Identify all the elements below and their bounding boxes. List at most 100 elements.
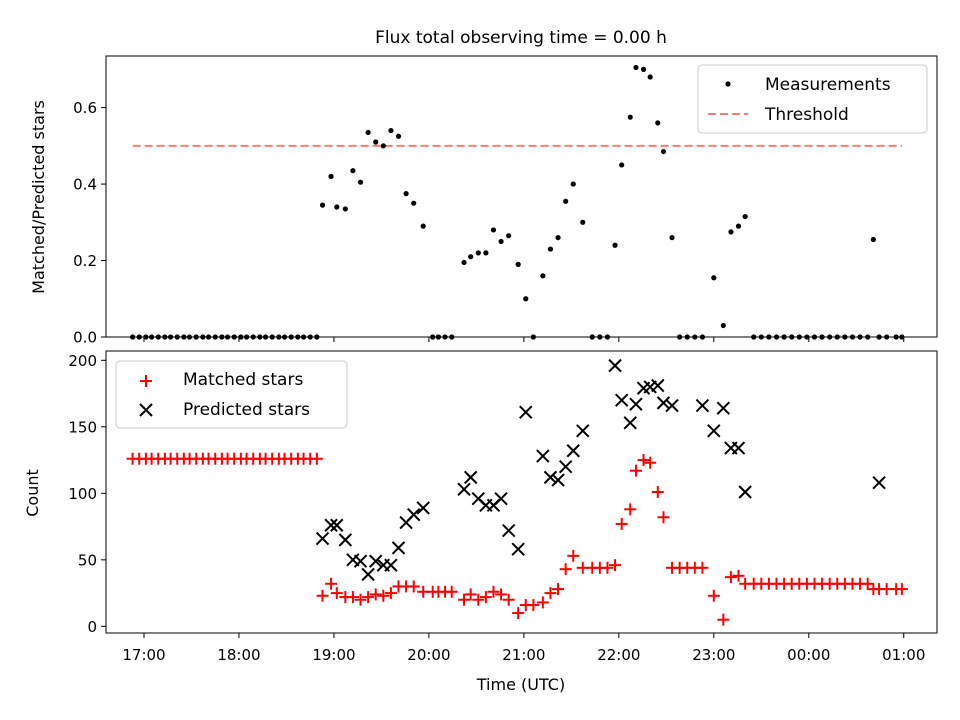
measurement-point — [655, 120, 661, 126]
predicted-star-point — [551, 473, 565, 487]
matched-star-point — [696, 561, 709, 574]
matched-star-point — [861, 577, 874, 590]
matched-star-point — [637, 454, 650, 467]
predicted-star-point — [665, 398, 679, 413]
matched-star-point — [310, 452, 323, 465]
predicted-star-point — [511, 542, 525, 556]
measurement-point — [728, 229, 734, 235]
top-y-tick-label: 0.0 — [73, 329, 97, 347]
top-y-tick-label: 0.6 — [73, 99, 97, 117]
matched-star-point — [657, 511, 670, 524]
measurement-point — [547, 246, 554, 252]
legend-measurements-marker — [725, 81, 731, 87]
matched-star-point — [354, 593, 367, 606]
legend-matched-label: Matched stars — [183, 370, 303, 390]
measurement-point — [461, 259, 467, 266]
matched-star-point — [536, 596, 549, 609]
matched-star-point — [330, 587, 343, 600]
matched-star-point — [464, 588, 477, 601]
measurement-point — [633, 64, 639, 71]
matched-star-point — [512, 607, 525, 620]
top-y-tick-label: 0.4 — [73, 176, 97, 194]
bottom-y-tick-label: 150 — [68, 418, 97, 436]
measurement-point — [523, 296, 529, 302]
measurement-point — [515, 261, 521, 267]
measurement-point — [735, 223, 742, 229]
top-series-layer — [129, 64, 905, 340]
predicted-star-point — [407, 507, 421, 522]
x-tick-label: 20:00 — [407, 646, 450, 664]
measurement-point — [506, 233, 512, 239]
predicted-star-point — [353, 554, 368, 568]
predicted-star-point — [608, 358, 622, 373]
predicted-star-point — [519, 405, 533, 419]
measurement-point — [619, 162, 625, 168]
measurement-point — [411, 200, 417, 206]
predicted-star-point — [391, 541, 406, 555]
predicted-star-point — [651, 378, 665, 393]
matched-star-point — [384, 587, 397, 600]
measurement-point — [388, 127, 394, 134]
measurement-point — [647, 74, 653, 80]
matched-star-point — [567, 549, 580, 562]
predicted-star-point — [494, 491, 508, 506]
predicted-star-point — [629, 397, 643, 411]
legend-predicted-label: Predicted stars — [183, 400, 310, 420]
top-y-axis-label: Matched/Predicted stars — [29, 100, 48, 294]
measurement-point — [334, 204, 340, 210]
predicted-star-point — [369, 554, 383, 568]
predicted-star-point — [576, 424, 590, 438]
predicted-star-point — [501, 523, 516, 538]
matched-star-point — [362, 591, 375, 604]
top-plot-frame — [105, 55, 938, 338]
bottom-panel: 0 50 100 150 200 17:00 18:00 19:00 20:00 21:00 22… — [23, 350, 938, 694]
measurement-point — [342, 206, 348, 212]
matched-star-point — [615, 517, 628, 530]
bottom-legend: Matched stars Predicted stars — [115, 360, 348, 429]
predicted-star-point — [558, 460, 573, 474]
matched-star-point — [544, 587, 557, 600]
matched-star-point — [651, 486, 664, 498]
matched-star-point — [325, 577, 338, 590]
bottom-series-layer — [126, 358, 908, 626]
predicted-star-point — [416, 501, 430, 515]
predicted-star-point — [623, 416, 637, 430]
x-tick-label: 17:00 — [122, 646, 165, 664]
bottom-y-tick-label: 100 — [68, 485, 97, 503]
top-legend: Measurements Threshold — [697, 64, 928, 134]
top-y-ticks: 0.0 0.2 0.4 0.6 — [73, 99, 106, 347]
x-tick-label: 18:00 — [217, 646, 260, 664]
matched-star-point — [407, 580, 420, 593]
bottom-y-axis-label: Count — [23, 469, 42, 517]
matched-star-point — [707, 589, 720, 602]
matched-star-point — [377, 589, 390, 602]
bottom-legend-frame — [115, 360, 348, 429]
measurement-point — [350, 168, 356, 174]
measurement-point — [627, 114, 633, 120]
measurement-point — [483, 250, 489, 256]
measurement-point — [711, 275, 717, 281]
matched-star-point — [495, 588, 508, 601]
measurement-point — [380, 143, 386, 149]
matched-star-point — [346, 591, 359, 604]
measurement-point — [365, 129, 371, 136]
measurement-point — [373, 139, 379, 145]
matched-star-point — [479, 591, 492, 604]
matched-star-point — [552, 583, 565, 596]
measurement-point — [468, 254, 474, 260]
top-legend-frame — [697, 64, 928, 134]
measurement-point — [555, 234, 561, 241]
measurement-point — [498, 238, 504, 245]
x-axis-label: Time (UTC) — [476, 675, 565, 694]
predicted-star-point — [315, 531, 330, 546]
chart-title: Flux total observing time = 0.00 h — [375, 28, 667, 48]
matched-star-point — [502, 593, 515, 606]
measurement-point — [660, 148, 667, 155]
predicted-star-point — [656, 396, 671, 410]
measurement-point — [395, 133, 402, 139]
matched-star-point — [559, 563, 572, 576]
predicted-star-point — [457, 482, 471, 497]
top-panel: 0.0 0.2 0.4 0.6 Matched/Predicted stars Mea… — [29, 55, 938, 347]
matched-star-point — [445, 585, 458, 598]
predicted-star-point — [716, 401, 731, 415]
